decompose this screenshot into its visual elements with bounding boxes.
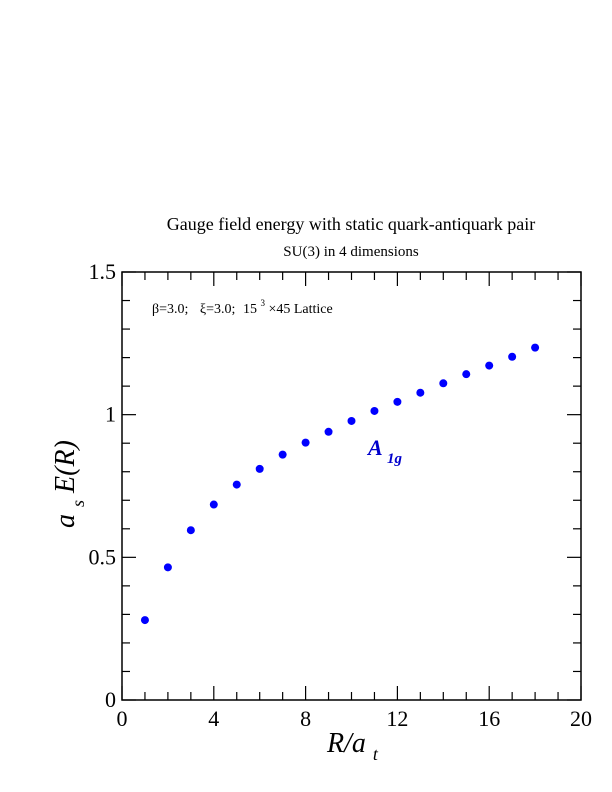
data-point	[163, 563, 172, 572]
data-point	[347, 416, 356, 425]
lattice-annotation: β=3.0; ξ=3.0; 15 3 ×45 Lattice	[152, 295, 333, 317]
annotation-lattice-rest: ×45 Lattice	[268, 302, 332, 317]
data-point	[531, 343, 540, 352]
annotation-lattice-exp: 3	[260, 298, 265, 308]
data-point	[140, 616, 149, 625]
x-tick-label: 12	[386, 706, 408, 731]
x-axis-label-main: R/a	[326, 728, 366, 759]
x-axis-label-sub: t	[373, 744, 379, 764]
data-point	[301, 438, 310, 447]
x-tick-label: 0	[117, 706, 128, 731]
data-point	[209, 500, 218, 509]
annotation-xi: ξ=3.0;	[200, 302, 236, 317]
series-label-main: A	[366, 435, 382, 460]
chart-title: Gauge field energy with static quark-ant…	[167, 214, 536, 234]
data-point	[508, 352, 517, 361]
data-point	[485, 361, 494, 370]
data-point	[255, 464, 264, 473]
y-tick-label: 0.5	[89, 544, 117, 569]
plot-frame	[121, 271, 582, 701]
data-point	[462, 370, 471, 379]
y-tick-label: 0	[105, 687, 116, 712]
axis-ticks	[121, 271, 582, 701]
x-axis-label: R/a t	[326, 728, 379, 764]
data-point	[278, 450, 287, 459]
x-tick-label: 16	[478, 706, 500, 731]
annotation-beta: β=3.0;	[152, 302, 188, 317]
series-label-sub: 1g	[387, 451, 403, 467]
y-axis-label-sub: s	[68, 500, 88, 507]
x-tick-label: 20	[570, 706, 592, 731]
y-axis-label-main: E(R)	[50, 440, 81, 494]
data-point	[370, 406, 379, 415]
annotation-lattice-base: 15	[243, 302, 257, 317]
data-point	[232, 480, 241, 489]
chart-subtitle: SU(3) in 4 dimensions	[283, 244, 419, 260]
tick-labels: 0 4 8 12 16 20 0 0.5 1 1.5	[89, 259, 593, 731]
data-point	[393, 397, 402, 406]
y-tick-label: 1.5	[89, 259, 117, 284]
y-axis-label-pre: a	[50, 514, 81, 528]
series-label: A 1g	[366, 435, 402, 467]
x-tick-label: 4	[208, 706, 219, 731]
y-tick-label: 1	[105, 402, 116, 427]
data-series-a1g	[140, 343, 540, 625]
x-tick-label: 8	[300, 706, 311, 731]
y-axis-label: a s E(R)	[50, 440, 91, 528]
data-point	[186, 526, 195, 535]
data-point	[439, 379, 448, 388]
data-point	[416, 388, 425, 397]
data-point	[324, 427, 333, 436]
